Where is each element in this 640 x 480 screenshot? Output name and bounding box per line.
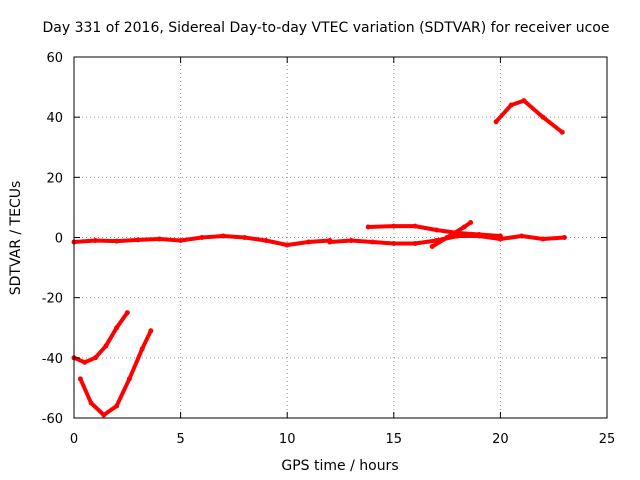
data-point: [306, 239, 311, 245]
data-point: [412, 241, 418, 246]
data-point: [284, 242, 290, 248]
y-tick-label: 20: [46, 171, 63, 186]
data-point: [77, 376, 83, 382]
data-point: [561, 235, 567, 240]
chart-title: Day 331 of 2016, Sidereal Day-to-day VTE…: [43, 20, 610, 36]
data-point: [461, 224, 467, 230]
data-point: [156, 236, 162, 242]
data-point: [263, 238, 269, 243]
data-point: [242, 235, 248, 240]
data-point: [114, 238, 120, 244]
data-point: [327, 239, 333, 245]
data-point: [114, 325, 120, 331]
data-point: [135, 237, 141, 243]
data-point: [139, 346, 145, 352]
series-line-arc-low-1: [72, 310, 130, 365]
data-point: [82, 359, 88, 365]
data-point: [391, 223, 397, 229]
data-point: [148, 328, 154, 334]
data-point: [508, 102, 514, 108]
data-point: [429, 244, 435, 249]
data-point: [88, 400, 94, 406]
data-point: [92, 355, 98, 361]
y-tick-label: 40: [46, 111, 63, 126]
data-point: [114, 403, 120, 409]
x-tick-label: 20: [492, 432, 509, 447]
data-point: [468, 220, 474, 225]
axis-ticks: 0 5 10 15 20 25 -60 -40 -20 0 20 40 60: [42, 51, 616, 447]
data-point: [412, 223, 418, 229]
data-point: [497, 233, 503, 239]
data-point: [521, 98, 527, 104]
data-point: [559, 129, 565, 135]
x-tick-label: 10: [279, 432, 296, 447]
data-point: [540, 114, 546, 120]
x-tick-label: 5: [176, 432, 184, 447]
data-point: [540, 236, 546, 242]
data-point: [433, 227, 439, 233]
series-line-arc-top: [494, 98, 565, 135]
data-point: [519, 233, 525, 239]
data-point: [103, 343, 109, 349]
y-tick-label: 60: [46, 51, 63, 66]
y-axis-label: SDTVAR / TECUs: [8, 181, 24, 296]
x-tick-label: 25: [599, 432, 616, 447]
data-point: [220, 233, 226, 239]
y-tick-label: -20: [42, 292, 63, 307]
x-tick-label: 15: [386, 432, 403, 447]
data-point: [370, 239, 375, 245]
data-point: [493, 119, 499, 125]
data-point: [476, 232, 482, 237]
x-axis-label: GPS time / hours: [281, 458, 398, 474]
data-point: [126, 376, 132, 382]
plot-area: [71, 98, 567, 418]
x-tick-label: 0: [70, 432, 78, 447]
data-point: [178, 238, 184, 243]
data-point: [199, 235, 205, 240]
data-point: [101, 412, 107, 418]
y-tick-label: -60: [42, 412, 63, 427]
data-point: [391, 241, 397, 246]
data-point: [365, 224, 371, 230]
y-tick-label: -40: [42, 352, 63, 367]
data-point: [124, 310, 130, 316]
data-point: [92, 238, 98, 243]
y-tick-label: 0: [55, 232, 63, 247]
series-line-arc-rise: [430, 220, 473, 249]
data-point: [348, 238, 354, 243]
data-point: [444, 235, 450, 240]
